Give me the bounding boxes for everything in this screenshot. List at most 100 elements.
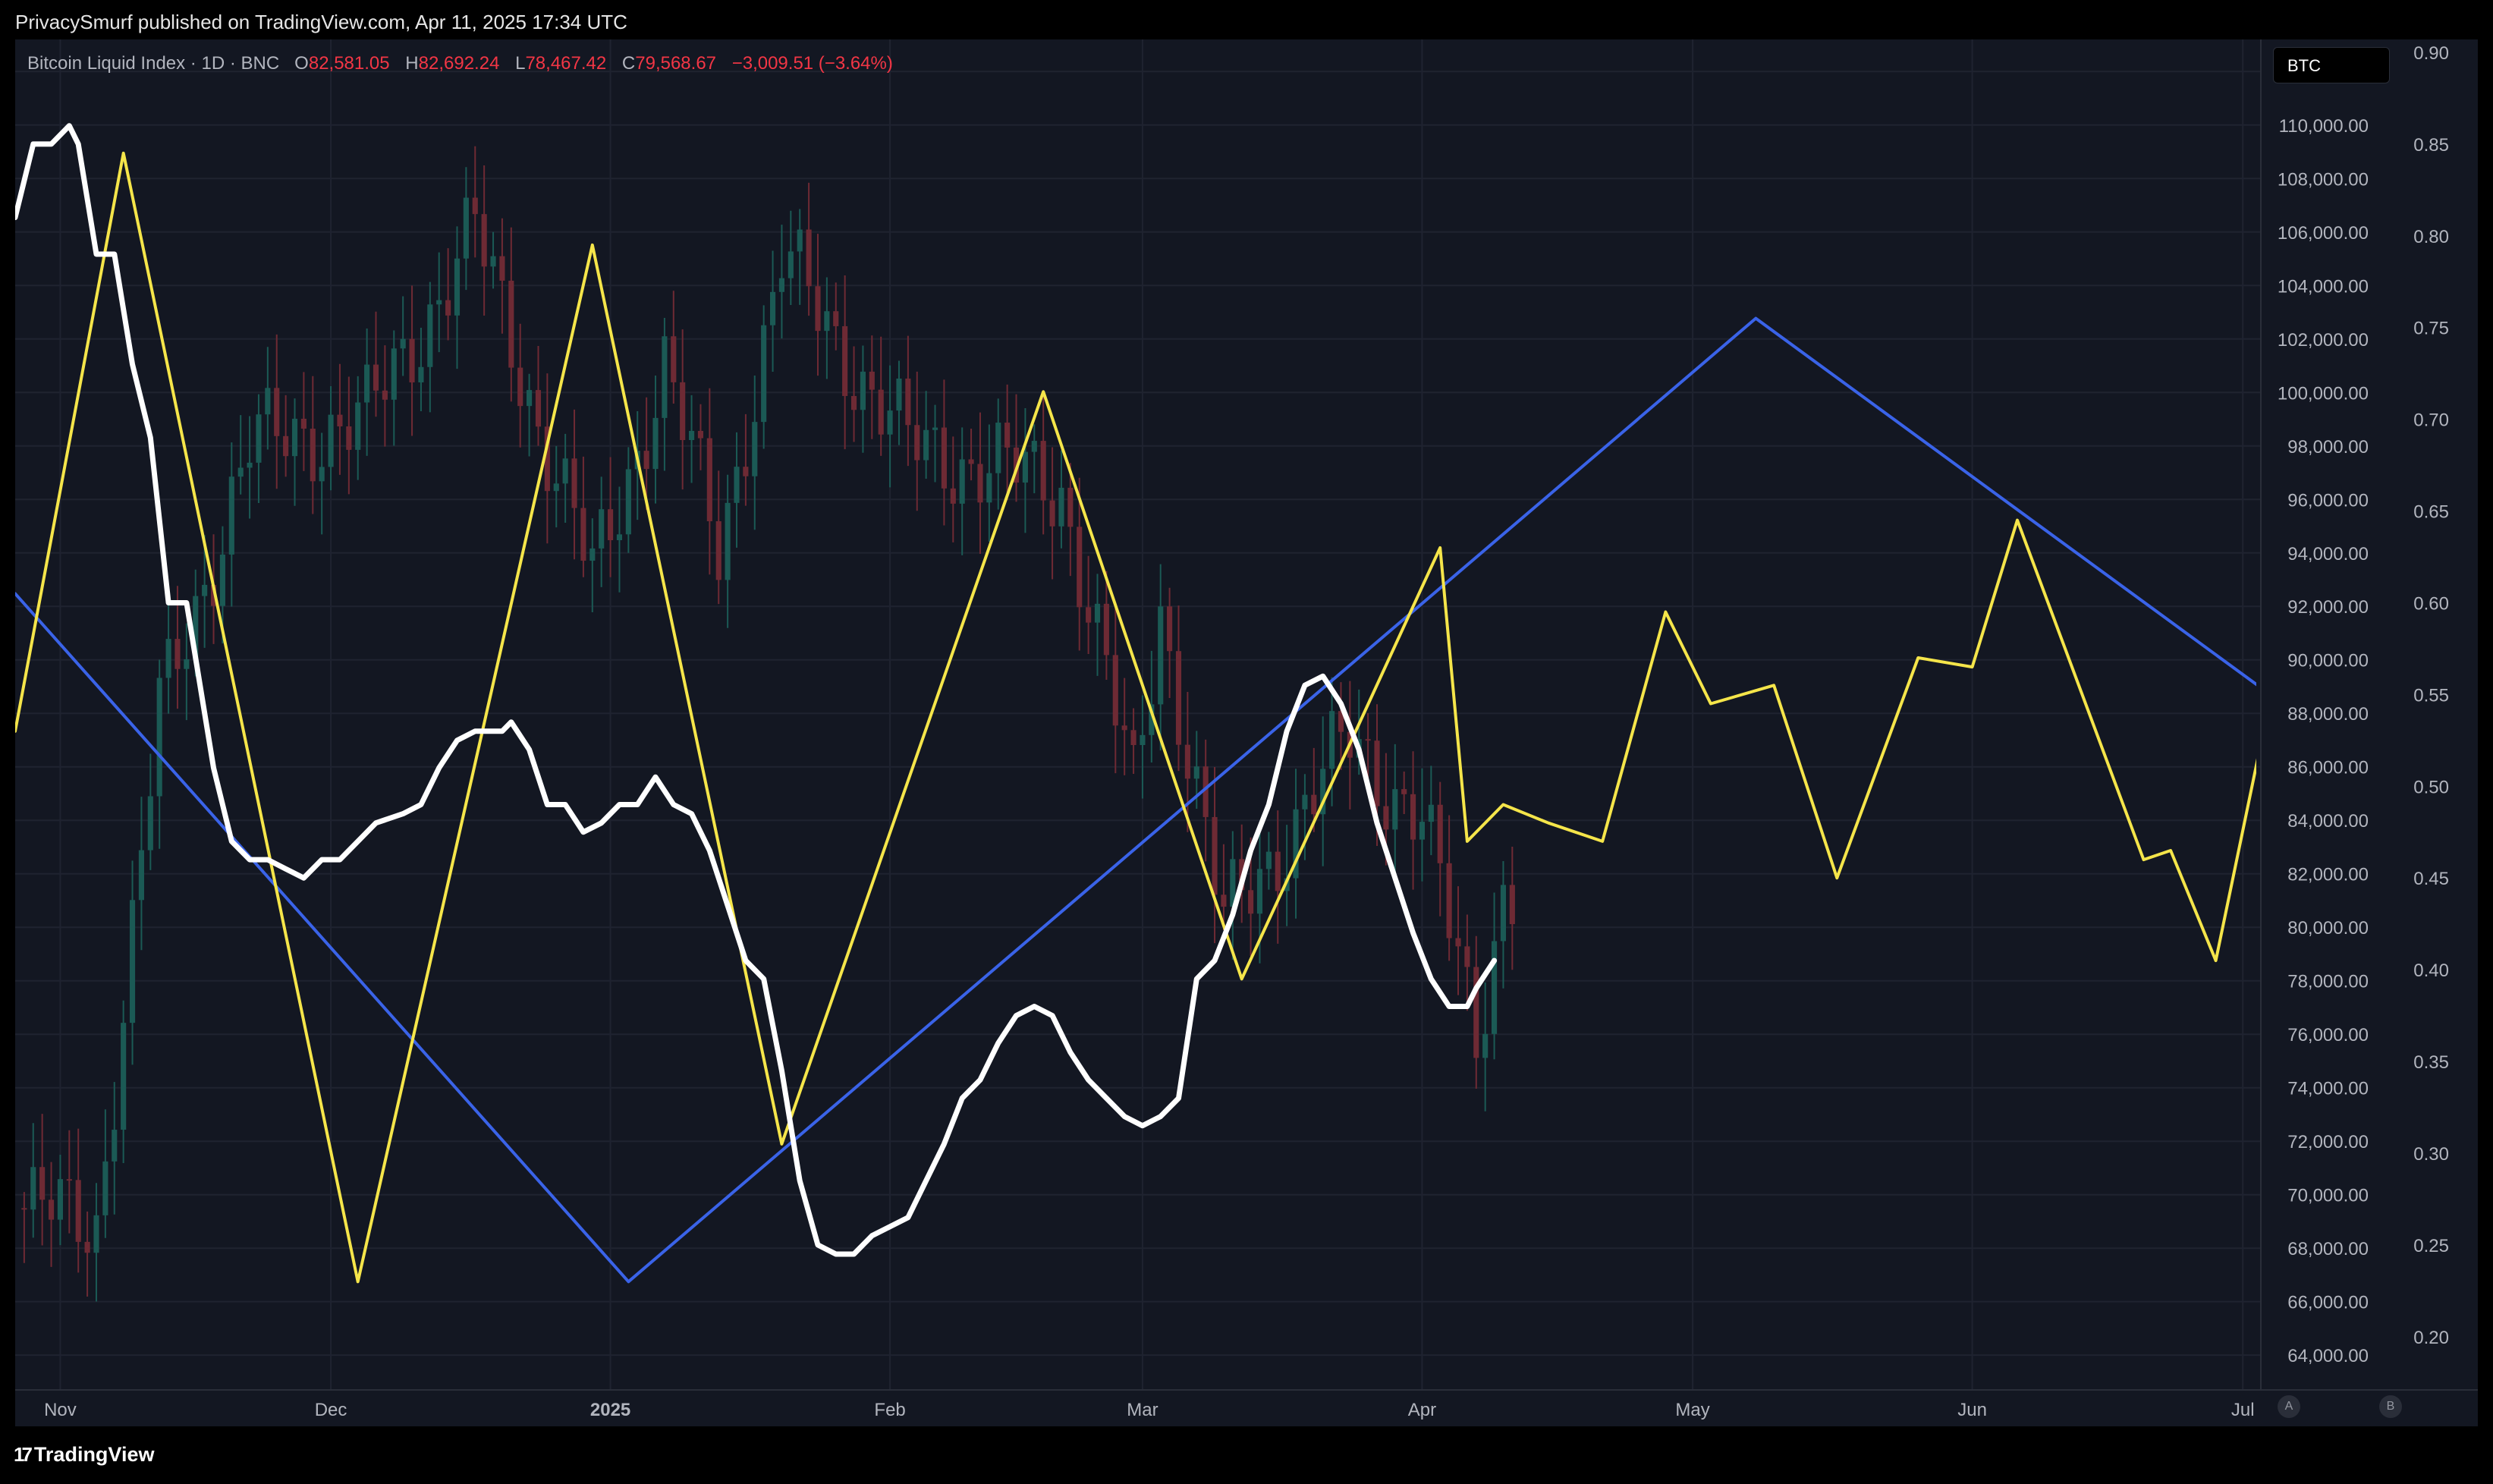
candle-body [418,366,424,383]
price-axis[interactable]: 64,000.00 66,000.00 68,000.00 70,000.00 72,0… [2278,62,2369,1366]
candle-body [319,467,325,482]
candle-body [499,256,505,281]
candle-body [860,371,866,410]
candle-body [1437,804,1443,863]
auto-scale-button[interactable]: A [2278,1395,2300,1418]
candle-body [346,426,352,450]
candle-body [977,464,983,503]
price-tick-label: 64,000.00 [2287,1346,2369,1366]
candle-body [247,462,253,468]
price-tick-label: 66,000.00 [2287,1293,2369,1313]
time-axis[interactable]: Nov Dec 2025 Feb Mar Apr May Jun Jul [44,1400,2254,1420]
candle-body [1049,500,1055,527]
oscillator-tick-label: 0.25 [2413,1236,2449,1256]
oscillator-axis[interactable]: 0.20 0.25 0.30 0.35 0.40 0.45 0.50 0.55 0.60 0.65… [2413,43,2449,1348]
candle-body [490,256,496,267]
chart-svg[interactable]: 64,000.00 66,000.00 68,000.00 70,000.00 72,0… [15,39,2478,1426]
candle-body [291,418,298,457]
candle-body [706,438,712,522]
candle-body [1221,894,1227,907]
candle-body [75,1180,81,1242]
candle-body [589,548,596,561]
candle-body [1491,941,1498,1034]
candle-body [1473,967,1479,1058]
price-tick-label: 86,000.00 [2287,758,2369,778]
price-tick-label: 74,000.00 [2287,1079,2369,1099]
oscillator-tick-label: 0.40 [2413,961,2449,981]
candle-body [472,197,478,215]
legend-high-label: H [405,53,419,74]
candle-body [905,378,911,426]
log-scale-button[interactable]: B [2379,1395,2402,1418]
candle-body [580,508,586,561]
candle-body [1158,606,1164,705]
candle-body [842,325,848,396]
candle-body [599,509,605,549]
candle-body [914,425,920,461]
candle-body [869,371,875,390]
candle-body [1103,603,1109,656]
candle-body [147,796,153,850]
candle-body [734,467,740,503]
candle-body [93,1215,99,1253]
legend-symbol[interactable]: Bitcoin Liquid Index · 1D · BNC [27,53,280,74]
candle-body [850,395,857,410]
candle-body [1004,423,1011,448]
candle-body [202,584,208,596]
price-tick-label: 84,000.00 [2287,811,2369,832]
oscillator-tick-label: 0.35 [2413,1052,2449,1073]
candle-body [256,414,262,463]
candle-body [896,378,902,411]
grid-layer [15,39,2478,1391]
symbol-badge[interactable]: BTC [2273,47,2390,83]
candle-body [219,554,225,606]
candle-body [1284,878,1290,891]
candle-body [643,451,649,470]
time-tick-label: Jun [1957,1400,1987,1420]
price-tick-label: 68,000.00 [2287,1239,2369,1259]
candle-body [743,467,749,476]
candle-body [1509,885,1515,925]
candle-body [165,639,171,678]
candle-body [84,1241,90,1253]
candle-body [1293,809,1299,879]
candle-body [1212,816,1218,895]
oscillator-tick-label: 0.80 [2413,227,2449,247]
legend-open-value: 82,581.05 [308,53,390,74]
candle-body [1067,487,1074,527]
legend-open-label: O [294,53,309,74]
candle-body [797,229,803,252]
candle-body [1112,655,1118,726]
price-tick-label: 104,000.00 [2278,276,2369,297]
time-tick-label: Apr [1408,1400,1436,1420]
candle-body [1383,806,1389,830]
candle-body [112,1130,118,1162]
tradingview-logo[interactable]: 17 TradingView [14,1443,154,1467]
candle-body [715,521,721,580]
oscillator-tick-label: 0.90 [2413,43,2449,64]
candle-body [1022,451,1028,483]
candle-body [788,251,794,278]
candle-body [328,414,334,467]
candle-body [1275,851,1281,891]
candle-body [1482,1033,1489,1058]
candle-body [652,417,659,470]
candle-body [1365,739,1371,741]
candle-body [391,348,397,400]
candle-body [553,483,559,492]
candle-body [48,1199,55,1220]
candle-body [427,304,433,367]
candle-body [697,430,704,439]
tradingview-logo-text: TradingView [33,1443,155,1466]
candle-body [1202,766,1209,817]
candle-body [689,430,695,441]
candle-body [373,364,379,391]
candle-body [337,414,343,427]
blue-trend-line [15,316,2256,1284]
candle-body [625,469,631,535]
candle-body [21,1208,27,1210]
chart-panel[interactable]: 64,000.00 66,000.00 68,000.00 70,000.00 72,0… [15,39,2478,1426]
candle-body [1320,769,1326,815]
footer: 17 TradingView [0,1426,2493,1484]
candle-body [508,280,514,368]
